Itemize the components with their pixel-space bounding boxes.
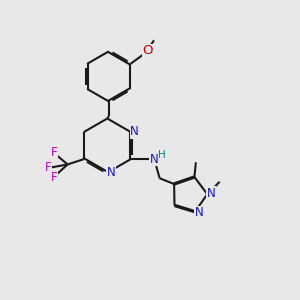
- Text: N: N: [206, 187, 215, 200]
- Text: O: O: [142, 44, 153, 57]
- Text: F: F: [45, 161, 51, 174]
- Text: F: F: [50, 171, 57, 184]
- Text: H: H: [158, 150, 166, 160]
- Text: N: N: [130, 125, 139, 138]
- Text: F: F: [50, 146, 57, 159]
- Text: N: N: [150, 153, 159, 166]
- Text: N: N: [194, 206, 203, 219]
- Text: N: N: [107, 166, 116, 178]
